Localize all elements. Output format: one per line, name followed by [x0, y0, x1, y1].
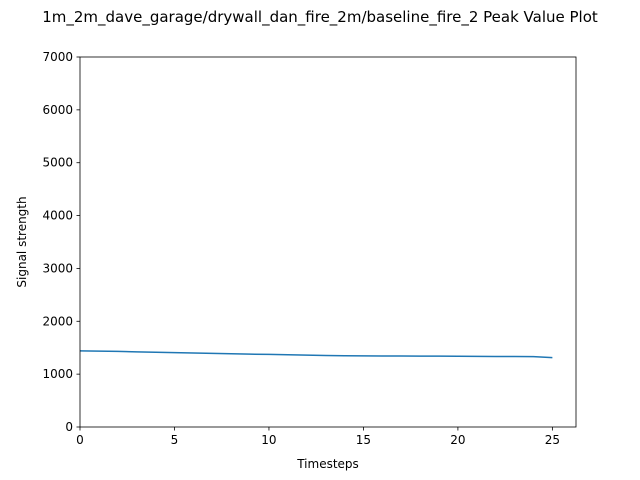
y-tick-label: 3000 [42, 261, 73, 275]
x-tick-label: 0 [76, 433, 84, 447]
y-tick-label: 5000 [42, 156, 73, 170]
x-tick-label: 5 [171, 433, 179, 447]
y-tick-label: 1000 [42, 367, 73, 381]
y-tick-label: 4000 [42, 209, 73, 223]
y-tick-label: 6000 [42, 103, 73, 117]
series-line-0 [79, 350, 553, 359]
y-axis-label: Signal strength [15, 196, 29, 287]
y-tick-label: 0 [65, 420, 73, 434]
x-tick-label: 15 [356, 433, 371, 447]
plot-frame [79, 56, 577, 428]
x-axis-label: Timesteps [296, 457, 359, 471]
x-tick-label: 10 [261, 433, 276, 447]
plot-area: 0 5 10 15 20 25 0 1000 2000 3000 4000 5000 6000 7000 [42, 50, 577, 447]
x-tick-label: 20 [450, 433, 465, 447]
y-tick-label: 2000 [42, 314, 73, 328]
chart-title: 1m_2m_dave_garage/drywall_dan_fire_2m/ba… [42, 8, 598, 27]
x-tick-label: 25 [545, 433, 560, 447]
y-tick-label: 7000 [42, 50, 73, 64]
